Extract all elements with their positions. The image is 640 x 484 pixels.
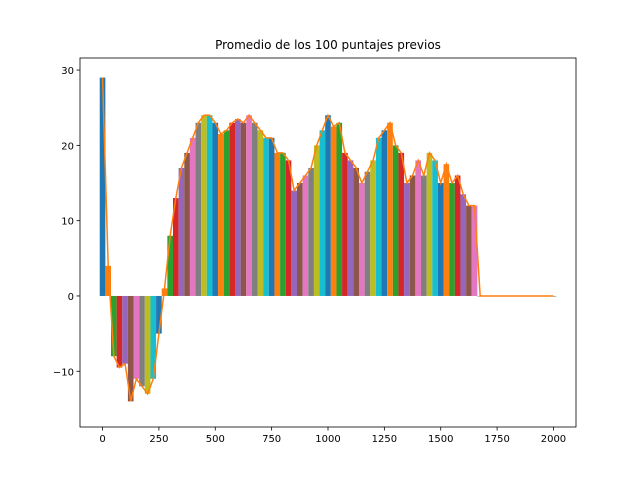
y-tick-label: 30 xyxy=(61,66,74,77)
chart-title: Promedio de los 100 puntajes previos xyxy=(215,38,441,52)
x-tick-label: 1000 xyxy=(315,434,340,445)
bar xyxy=(319,130,326,296)
bar xyxy=(116,295,123,368)
bar xyxy=(404,183,410,296)
bar xyxy=(111,295,117,357)
bar xyxy=(229,122,235,296)
bar xyxy=(257,130,264,296)
bar xyxy=(415,160,421,296)
bar xyxy=(201,115,207,296)
bar xyxy=(471,205,478,296)
y-tick-label: 20 xyxy=(61,141,74,152)
bar xyxy=(105,265,111,296)
bar xyxy=(330,126,337,296)
bar xyxy=(99,77,106,296)
bar xyxy=(263,137,269,296)
x-tick-label: 0 xyxy=(99,434,105,445)
bar xyxy=(432,160,438,296)
bar xyxy=(235,118,241,296)
x-tick-label: 1500 xyxy=(428,434,453,445)
y-tick-label: −10 xyxy=(53,367,74,378)
bar xyxy=(150,295,157,379)
line xyxy=(101,77,554,402)
bar xyxy=(421,175,427,296)
bar xyxy=(240,122,247,296)
bar xyxy=(195,122,202,296)
bar xyxy=(460,194,467,296)
x-tick-label: 1750 xyxy=(484,434,509,445)
bar xyxy=(398,152,405,296)
bar xyxy=(246,115,252,296)
x-tick-label: 500 xyxy=(206,434,225,445)
bar xyxy=(127,295,134,402)
bar xyxy=(274,152,281,296)
bar xyxy=(223,130,230,296)
bar xyxy=(302,175,309,296)
bar xyxy=(375,137,382,296)
bar xyxy=(122,295,128,364)
bar xyxy=(308,167,314,296)
bar xyxy=(133,295,140,379)
bar xyxy=(297,183,303,296)
x-tick-label: 2000 xyxy=(541,434,566,445)
bar xyxy=(387,122,393,296)
bar xyxy=(325,115,331,296)
y-tick-label: 0 xyxy=(68,292,74,303)
bar xyxy=(381,130,388,296)
bar xyxy=(206,115,213,296)
x-tick-label: 1250 xyxy=(372,434,397,445)
bar xyxy=(189,137,196,296)
bar xyxy=(336,122,343,296)
bar xyxy=(156,295,162,334)
bar xyxy=(167,235,173,296)
bar xyxy=(370,160,376,296)
bar xyxy=(173,198,179,296)
bar xyxy=(449,183,455,296)
bar xyxy=(313,145,320,296)
bar xyxy=(392,145,399,296)
bar xyxy=(443,164,450,296)
bar xyxy=(178,167,185,296)
bar xyxy=(184,152,190,296)
bar xyxy=(218,134,224,296)
bar xyxy=(268,137,275,296)
x-tick-label: 250 xyxy=(149,434,168,445)
bar xyxy=(280,152,286,296)
bar xyxy=(212,122,219,296)
y-tick-label: 10 xyxy=(61,217,74,228)
bar xyxy=(359,183,365,296)
bar xyxy=(437,183,444,296)
bar xyxy=(466,205,472,296)
bar xyxy=(353,167,359,296)
bar xyxy=(426,152,433,296)
bar xyxy=(454,175,461,296)
bar xyxy=(409,175,416,296)
x-tick-label: 750 xyxy=(262,434,281,445)
bar xyxy=(139,295,145,387)
bar xyxy=(291,190,297,296)
bar xyxy=(251,122,258,296)
bar xyxy=(364,171,371,296)
bar xyxy=(347,160,354,296)
bar xyxy=(144,295,151,394)
bar xyxy=(285,160,292,296)
bar xyxy=(342,152,348,296)
